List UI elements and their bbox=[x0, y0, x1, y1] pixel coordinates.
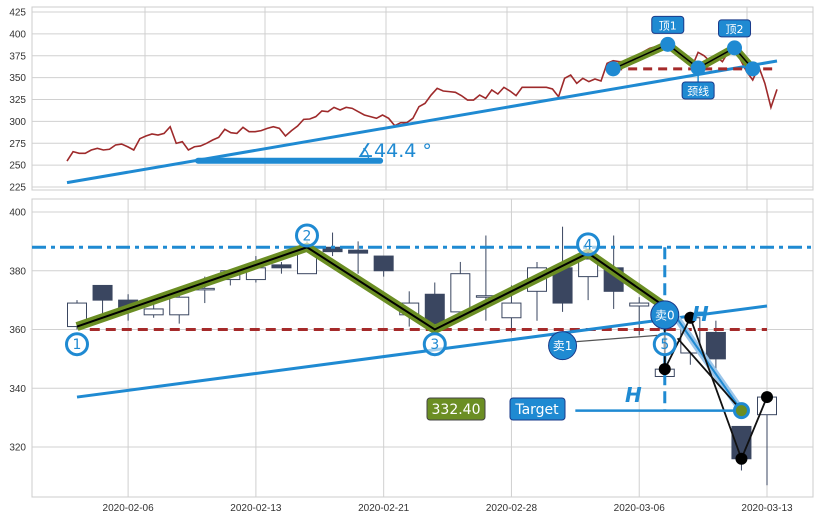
candle-down bbox=[92, 284, 113, 301]
y-tick-label: 325 bbox=[9, 95, 26, 106]
sell-marker bbox=[650, 300, 680, 330]
wave-number-label: 4 bbox=[584, 237, 593, 253]
angle-label: ∡44.4 ° bbox=[357, 140, 432, 162]
annotation-box bbox=[718, 19, 752, 38]
candle-down bbox=[373, 255, 394, 272]
wave-number-label: 5 bbox=[660, 337, 669, 353]
candle-up bbox=[450, 273, 471, 313]
y-tick-label: 225 bbox=[9, 183, 26, 194]
candle-down bbox=[424, 293, 445, 325]
y-tick-label: 275 bbox=[9, 139, 26, 150]
x-tick-label: 2020-02-28 bbox=[486, 503, 538, 514]
y-tick-label: 360 bbox=[9, 325, 26, 336]
candlestick-panel: 320 340 360 380 400 2020-02-06 2020-02-13 2020-… bbox=[9, 198, 814, 514]
target-value-label: 332.40 bbox=[432, 402, 481, 418]
y-tick-label: 320 bbox=[9, 443, 26, 454]
candle-down bbox=[271, 264, 292, 269]
wave-dot bbox=[735, 452, 748, 465]
candle-up bbox=[143, 308, 164, 316]
pattern-point bbox=[660, 36, 676, 52]
pattern-point bbox=[605, 61, 621, 77]
annotation-label: 顶2 bbox=[726, 23, 744, 36]
candle-up bbox=[169, 296, 190, 316]
x-tick-label: 2020-02-13 bbox=[230, 503, 282, 514]
target-label: Target bbox=[514, 402, 559, 418]
wave-number-label: 1 bbox=[73, 337, 82, 353]
annotation-label: 顶1 bbox=[659, 19, 677, 32]
wave-number-circle bbox=[422, 332, 447, 357]
y-tick-label: 380 bbox=[9, 266, 26, 277]
y-tick-label: 250 bbox=[9, 161, 26, 172]
zigzag-line bbox=[76, 246, 674, 331]
target-value-box bbox=[426, 397, 486, 421]
candle-up bbox=[501, 302, 522, 319]
y-tick-label: 400 bbox=[9, 29, 26, 40]
wave-number-label: 2 bbox=[303, 229, 312, 245]
annotation-box bbox=[681, 81, 715, 100]
wave-number-circle bbox=[652, 332, 677, 357]
candle-down bbox=[348, 249, 369, 254]
top-price-panel: 225 250 275 300 325 350 375 400 425 ∡44.4 ° 顶1 颈线 顶2 bbox=[9, 6, 814, 194]
x-tick-label: 2020-03-13 bbox=[741, 503, 793, 514]
y-tick-label: 400 bbox=[9, 208, 26, 219]
sell-label: 卖0 bbox=[655, 308, 675, 322]
annotation-label: 颈线 bbox=[687, 84, 709, 98]
height-label: H bbox=[625, 383, 642, 407]
y-tick-label: 300 bbox=[9, 117, 26, 128]
target-box bbox=[509, 397, 566, 421]
wave-dot bbox=[761, 391, 773, 404]
y-tick-label: 350 bbox=[9, 73, 26, 84]
x-tick-label: 2020-03-06 bbox=[614, 503, 666, 514]
pattern-point bbox=[745, 61, 761, 77]
wave-number-circle bbox=[295, 223, 319, 248]
wave-number-circle bbox=[65, 332, 89, 357]
wave-number-circle bbox=[576, 232, 601, 257]
sell-label: 卖1 bbox=[553, 339, 573, 353]
candle-up bbox=[578, 258, 599, 278]
y-tick-label: 375 bbox=[9, 51, 26, 62]
sell-pointer bbox=[576, 334, 658, 343]
target-point bbox=[732, 402, 750, 420]
wave-number-label: 3 bbox=[430, 337, 439, 353]
y-tick-label: 340 bbox=[9, 384, 26, 395]
x-tick-label: 2020-02-06 bbox=[103, 503, 155, 514]
candle-up bbox=[629, 302, 650, 307]
y-tick-label: 425 bbox=[9, 8, 26, 19]
pattern-point bbox=[727, 40, 743, 56]
sell-marker bbox=[548, 331, 578, 361]
height-label: H bbox=[692, 302, 709, 326]
trendline bbox=[66, 59, 778, 185]
wave-dot bbox=[684, 311, 697, 324]
wave-dot bbox=[658, 363, 671, 376]
x-tick-label: 2020-02-21 bbox=[358, 503, 410, 514]
candle-down bbox=[705, 331, 726, 360]
wave-path-2 bbox=[676, 337, 743, 412]
annotation-box bbox=[651, 15, 685, 34]
pattern-point bbox=[690, 60, 706, 76]
